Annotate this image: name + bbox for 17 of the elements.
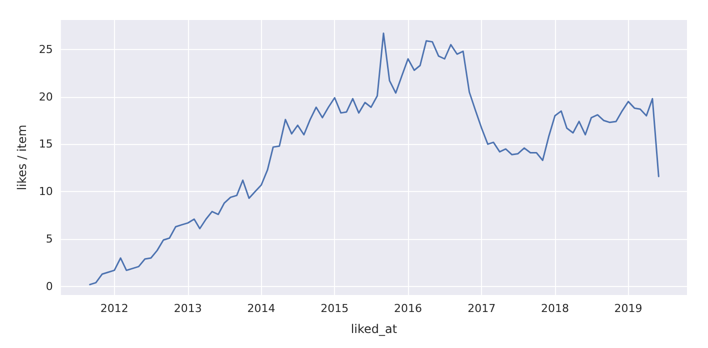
x-tick-label: 2012	[100, 302, 128, 315]
y-axis-title: likes / item	[15, 124, 29, 190]
line-series	[89, 32, 660, 286]
x-tick-label: 2014	[247, 302, 276, 315]
y-tick-label: 5	[46, 232, 53, 246]
x-axis-title: liked_at	[350, 322, 398, 336]
y-tick-label: 20	[38, 90, 53, 104]
y-tick-label: 15	[38, 138, 53, 151]
x-tick-label: 2015	[320, 302, 349, 315]
y-tick-label: 25	[38, 42, 53, 56]
x-tick-label: 2013	[174, 302, 202, 315]
x-tick-label: 2018	[540, 302, 569, 315]
x-tick-label: 2017	[468, 302, 496, 315]
x-tick-label: 2016	[394, 302, 422, 315]
x-tick-label: 2019	[614, 302, 642, 315]
y-tick-label: 0	[46, 280, 53, 293]
y-tick-label: 10	[38, 185, 53, 198]
